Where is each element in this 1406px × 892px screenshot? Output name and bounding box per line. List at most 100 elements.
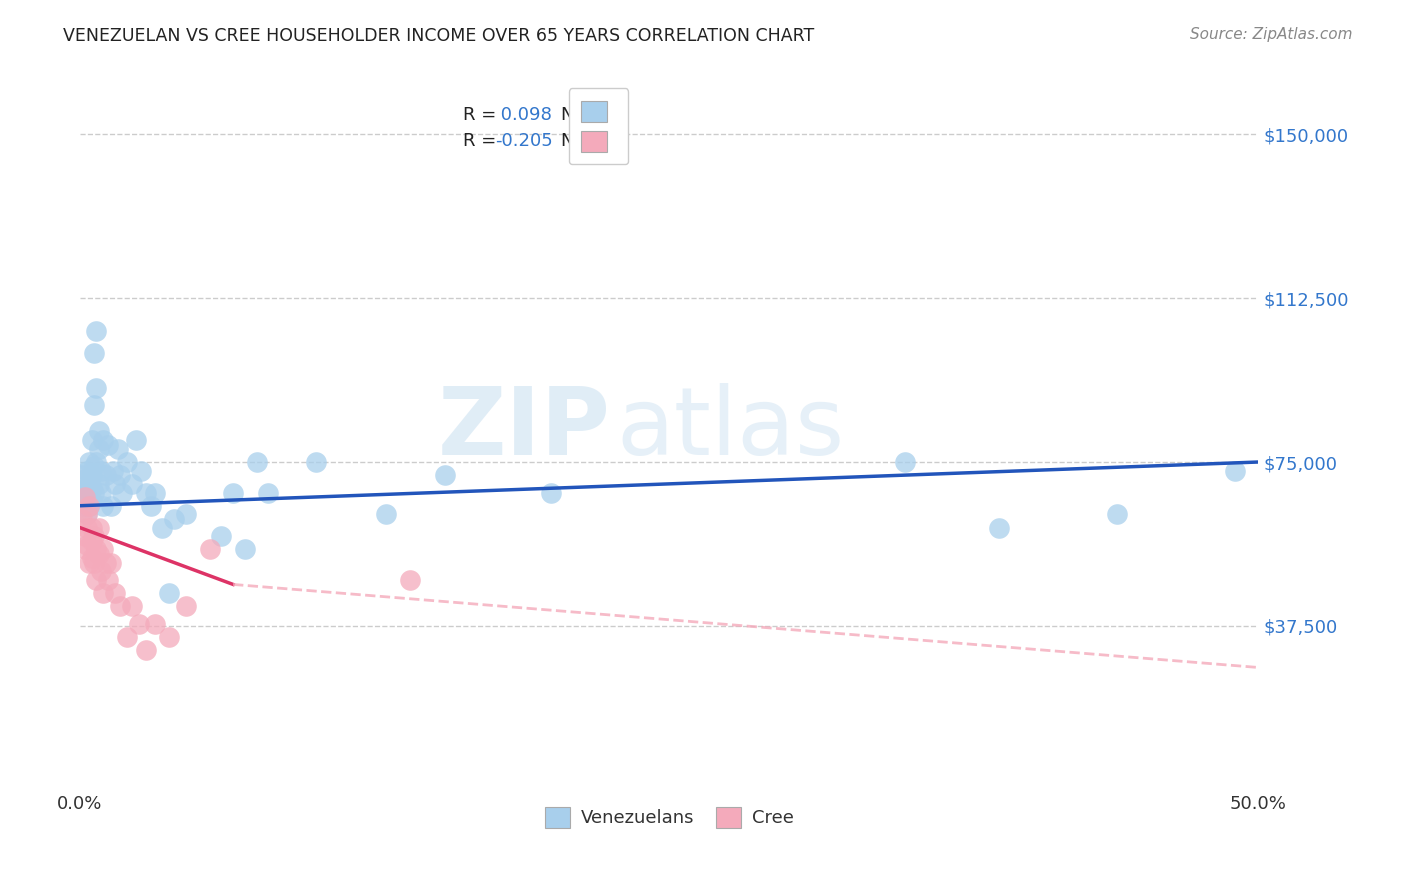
Point — [104, 586, 127, 600]
Point — [121, 599, 143, 614]
Point — [135, 643, 157, 657]
Point — [198, 542, 221, 557]
Point — [174, 508, 197, 522]
Point — [125, 433, 148, 447]
Point — [375, 508, 398, 522]
Point — [80, 520, 103, 534]
Point — [159, 586, 181, 600]
Point — [87, 442, 110, 456]
Point — [76, 508, 98, 522]
Text: 35: 35 — [589, 132, 612, 150]
Point — [139, 499, 162, 513]
Point — [257, 485, 280, 500]
Point — [143, 616, 166, 631]
Point — [76, 481, 98, 495]
Point — [79, 499, 101, 513]
Point — [73, 499, 96, 513]
Point — [80, 533, 103, 548]
Point — [93, 433, 115, 447]
Point — [93, 499, 115, 513]
Point — [76, 520, 98, 534]
Point — [129, 464, 152, 478]
Point — [434, 468, 457, 483]
Point — [399, 573, 422, 587]
Point — [150, 520, 173, 534]
Point — [73, 542, 96, 557]
Point — [222, 485, 245, 500]
Text: ZIP: ZIP — [437, 384, 610, 475]
Point — [121, 476, 143, 491]
Point — [94, 468, 117, 483]
Point — [87, 425, 110, 439]
Point — [79, 499, 101, 513]
Point — [73, 485, 96, 500]
Point — [97, 437, 120, 451]
Point — [76, 538, 98, 552]
Point — [90, 464, 112, 478]
Point — [79, 476, 101, 491]
Point — [115, 455, 138, 469]
Point — [540, 485, 562, 500]
Point — [80, 468, 103, 483]
Point — [894, 455, 917, 469]
Point — [83, 345, 105, 359]
Point — [93, 542, 115, 557]
Point — [128, 616, 150, 631]
Point — [86, 455, 108, 469]
Point — [115, 630, 138, 644]
Point — [100, 499, 122, 513]
Point — [73, 473, 96, 487]
Point — [86, 381, 108, 395]
Point — [246, 455, 269, 469]
Point — [101, 464, 124, 478]
Point — [79, 455, 101, 469]
Point — [76, 464, 98, 478]
Point — [1105, 508, 1128, 522]
Text: atlas: atlas — [616, 384, 845, 475]
Point — [80, 433, 103, 447]
Text: 0.098: 0.098 — [495, 106, 551, 124]
Point — [79, 485, 101, 500]
Point — [143, 485, 166, 500]
Point — [80, 481, 103, 495]
Text: VENEZUELAN VS CREE HOUSEHOLDER INCOME OVER 65 YEARS CORRELATION CHART: VENEZUELAN VS CREE HOUSEHOLDER INCOME OV… — [63, 27, 814, 45]
Point — [83, 485, 105, 500]
Point — [79, 556, 101, 570]
Text: 63: 63 — [589, 106, 612, 124]
Point — [80, 494, 103, 508]
Point — [90, 485, 112, 500]
Point — [304, 455, 326, 469]
Point — [86, 573, 108, 587]
Point — [83, 459, 105, 474]
Point — [87, 520, 110, 534]
Text: R =: R = — [463, 132, 502, 150]
Point — [76, 508, 98, 522]
Point — [988, 520, 1011, 534]
Point — [209, 529, 232, 543]
Text: N =: N = — [561, 106, 600, 124]
Point — [108, 599, 131, 614]
Point — [73, 529, 96, 543]
Point — [233, 542, 256, 557]
Point — [70, 468, 93, 483]
Point — [100, 556, 122, 570]
Point — [90, 564, 112, 578]
Point — [107, 442, 129, 456]
Point — [163, 512, 186, 526]
Point — [97, 573, 120, 587]
Text: R =: R = — [463, 106, 502, 124]
Point — [1223, 464, 1246, 478]
Point — [159, 630, 181, 644]
Point — [83, 398, 105, 412]
Text: Source: ZipAtlas.com: Source: ZipAtlas.com — [1189, 27, 1353, 42]
Point — [70, 512, 93, 526]
Point — [83, 529, 105, 543]
Point — [87, 547, 110, 561]
Point — [73, 490, 96, 504]
Point — [83, 556, 105, 570]
Point — [93, 586, 115, 600]
Point — [70, 490, 93, 504]
Text: -0.205: -0.205 — [495, 132, 553, 150]
Point — [87, 476, 110, 491]
Point — [94, 556, 117, 570]
